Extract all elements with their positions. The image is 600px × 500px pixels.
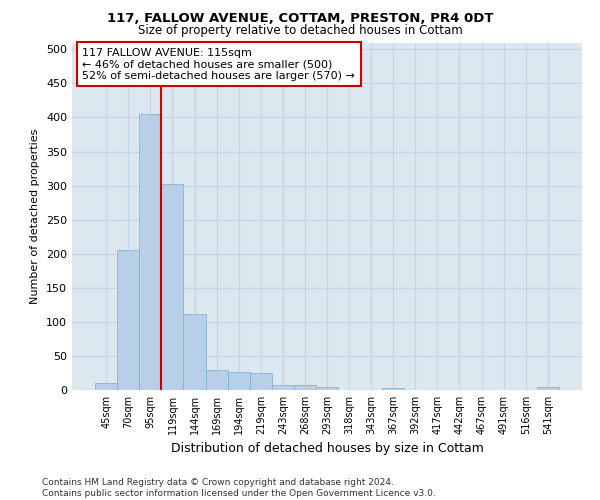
Text: Contains HM Land Registry data © Crown copyright and database right 2024.
Contai: Contains HM Land Registry data © Crown c… — [42, 478, 436, 498]
Bar — [95, 383, 117, 390]
Text: 117, FALLOW AVENUE, COTTAM, PRESTON, PR4 0DT: 117, FALLOW AVENUE, COTTAM, PRESTON, PR4… — [107, 12, 493, 26]
Bar — [139, 114, 161, 390]
Bar — [117, 250, 139, 390]
Bar — [294, 385, 316, 390]
Bar — [161, 184, 184, 390]
Bar — [250, 373, 272, 390]
Text: 117 FALLOW AVENUE: 115sqm
← 46% of detached houses are smaller (500)
52% of semi: 117 FALLOW AVENUE: 115sqm ← 46% of detac… — [82, 48, 355, 81]
Bar — [382, 388, 404, 390]
Text: Size of property relative to detached houses in Cottam: Size of property relative to detached ho… — [137, 24, 463, 37]
Bar — [206, 370, 227, 390]
Bar — [227, 372, 250, 390]
Bar — [272, 384, 294, 390]
Bar — [316, 386, 338, 390]
Bar — [537, 386, 559, 390]
Y-axis label: Number of detached properties: Number of detached properties — [31, 128, 40, 304]
X-axis label: Distribution of detached houses by size in Cottam: Distribution of detached houses by size … — [170, 442, 484, 456]
Bar — [184, 314, 206, 390]
